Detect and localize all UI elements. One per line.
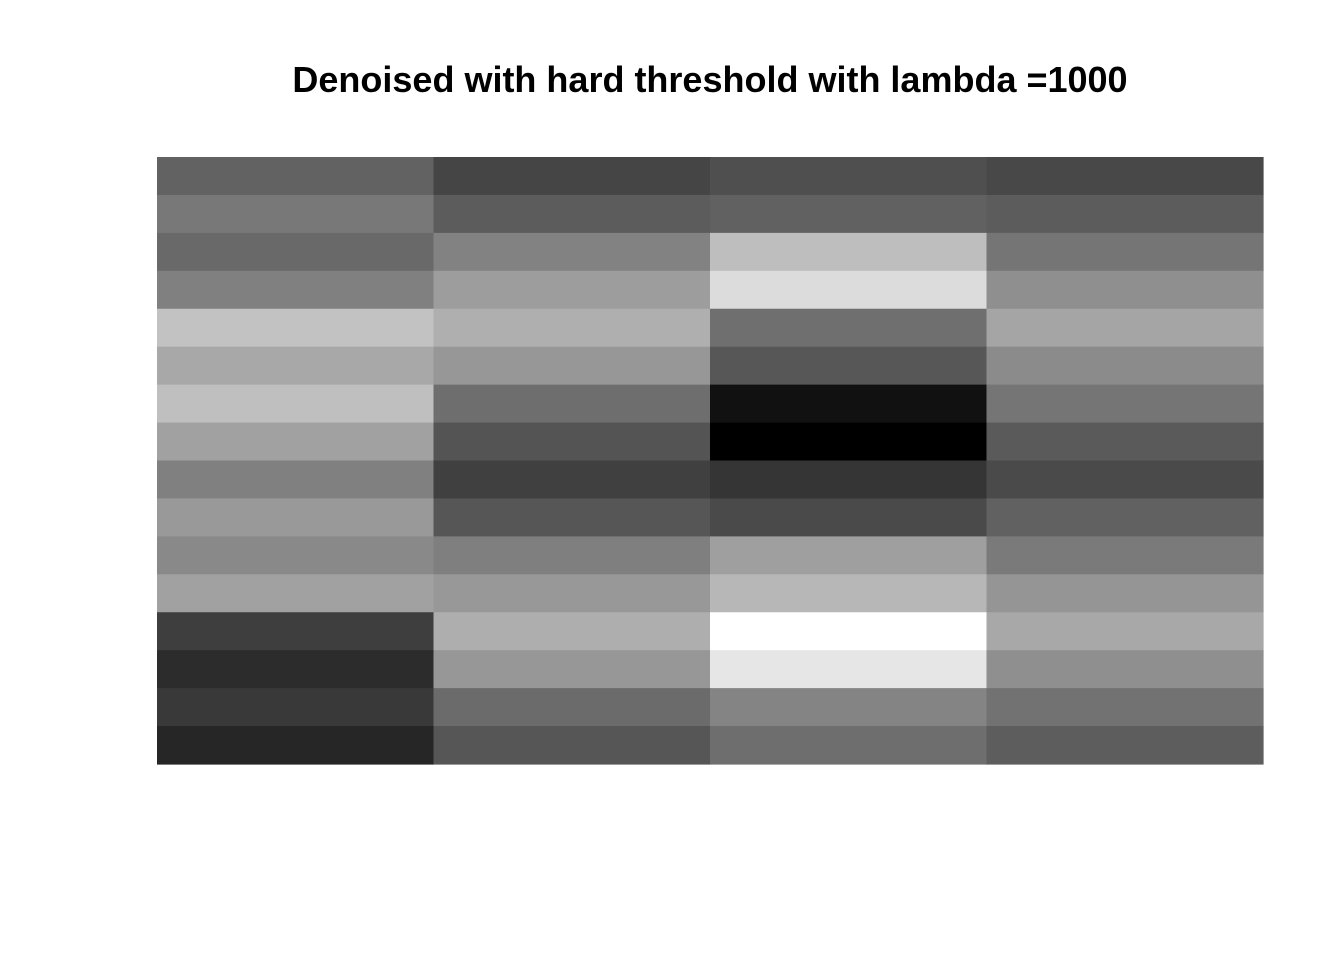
heatmap-cell-r5-c3 [710, 308, 988, 348]
heatmap-cell-r9-c1 [157, 460, 435, 500]
heatmap-cell-r5-c1 [157, 308, 435, 348]
heatmap-cell-r1-c1 [157, 157, 435, 196]
heatmap-cell-r9-c2 [433, 460, 711, 500]
heatmap-cell-r10-c1 [157, 498, 435, 537]
heatmap-cell-r2-c4 [986, 194, 1264, 234]
heatmap-cell-r4-c3 [710, 270, 988, 310]
heatmap-cell-r3-c4 [986, 232, 1264, 272]
heatmap-cell-r16-c1 [157, 726, 435, 765]
heatmap-cell-r6-c2 [433, 346, 711, 386]
heatmap-cell-r8-c2 [433, 422, 711, 462]
heatmap-cell-r8-c4 [986, 422, 1264, 462]
heatmap-cell-r10-c3 [710, 498, 988, 537]
heatmap-cell-r10-c4 [986, 498, 1264, 537]
heatmap-cell-r7-c4 [986, 384, 1264, 424]
heatmap-cell-r7-c2 [433, 384, 711, 424]
heatmap-cell-r12-c4 [986, 574, 1264, 613]
heatmap-cell-r6-c3 [710, 346, 988, 386]
heatmap-cell-r3-c1 [157, 232, 435, 272]
heatmap-cell-r15-c1 [157, 688, 435, 727]
heatmap-cell-r11-c4 [986, 536, 1264, 575]
heatmap-cell-r4-c1 [157, 270, 435, 310]
heatmap-cell-r13-c4 [986, 612, 1264, 651]
heatmap-cell-r2-c2 [433, 194, 711, 234]
heatmap-cell-r5-c4 [986, 308, 1264, 348]
heatmap-cell-r12-c2 [433, 574, 711, 613]
heatmap-cell-r6-c1 [157, 346, 435, 386]
heatmap-cell-r14-c2 [433, 650, 711, 689]
heatmap-cell-r4-c4 [986, 270, 1264, 310]
heatmap-cell-r14-c4 [986, 650, 1264, 689]
heatmap-cell-r1-c3 [710, 157, 988, 196]
heatmap-cell-r11-c3 [710, 536, 988, 575]
heatmap-cell-r12-c1 [157, 574, 435, 613]
heatmap-cell-r10-c2 [433, 498, 711, 537]
heatmap-cell-r12-c3 [710, 574, 988, 613]
heatmap-cells [157, 157, 1264, 765]
heatmap-cell-r7-c1 [157, 384, 435, 424]
heatmap-cell-r15-c3 [710, 688, 988, 727]
heatmap-cell-r3-c2 [433, 232, 711, 272]
heatmap-cell-r1-c2 [433, 157, 711, 196]
heatmap-cell-r7-c3 [710, 384, 988, 424]
chart-title: Denoised with hard threshold with lambda… [292, 59, 1128, 100]
heatmap-cell-r14-c3 [710, 650, 988, 689]
heatmap-cell-r2-c1 [157, 194, 435, 234]
heatmap-cell-r8-c1 [157, 422, 435, 462]
heatmap-cell-r13-c2 [433, 612, 711, 651]
heatmap-cell-r13-c3 [710, 612, 988, 651]
heatmap-cell-r11-c2 [433, 536, 711, 575]
heatmap-cell-r3-c3 [710, 232, 988, 272]
heatmap-cell-r9-c3 [710, 460, 988, 500]
heatmap-cell-r6-c4 [986, 346, 1264, 386]
heatmap-cell-r15-c2 [433, 688, 711, 727]
heatmap-cell-r8-c3 [710, 422, 988, 462]
heatmap-cell-r16-c3 [710, 726, 988, 765]
heatmap-cell-r15-c4 [986, 688, 1264, 727]
heatmap-cell-r1-c4 [986, 157, 1264, 196]
heatmap-cell-r16-c4 [986, 726, 1264, 765]
heatmap-cell-r14-c1 [157, 650, 435, 689]
heatmap-cell-r5-c2 [433, 308, 711, 348]
heatmap-cell-r16-c2 [433, 726, 711, 765]
heatmap-cell-r2-c3 [710, 194, 988, 234]
heatmap-cell-r13-c1 [157, 612, 435, 651]
heatmap-cell-r9-c4 [986, 460, 1264, 500]
heatmap-cell-r4-c2 [433, 270, 711, 310]
heatmap-cell-r11-c1 [157, 536, 435, 575]
